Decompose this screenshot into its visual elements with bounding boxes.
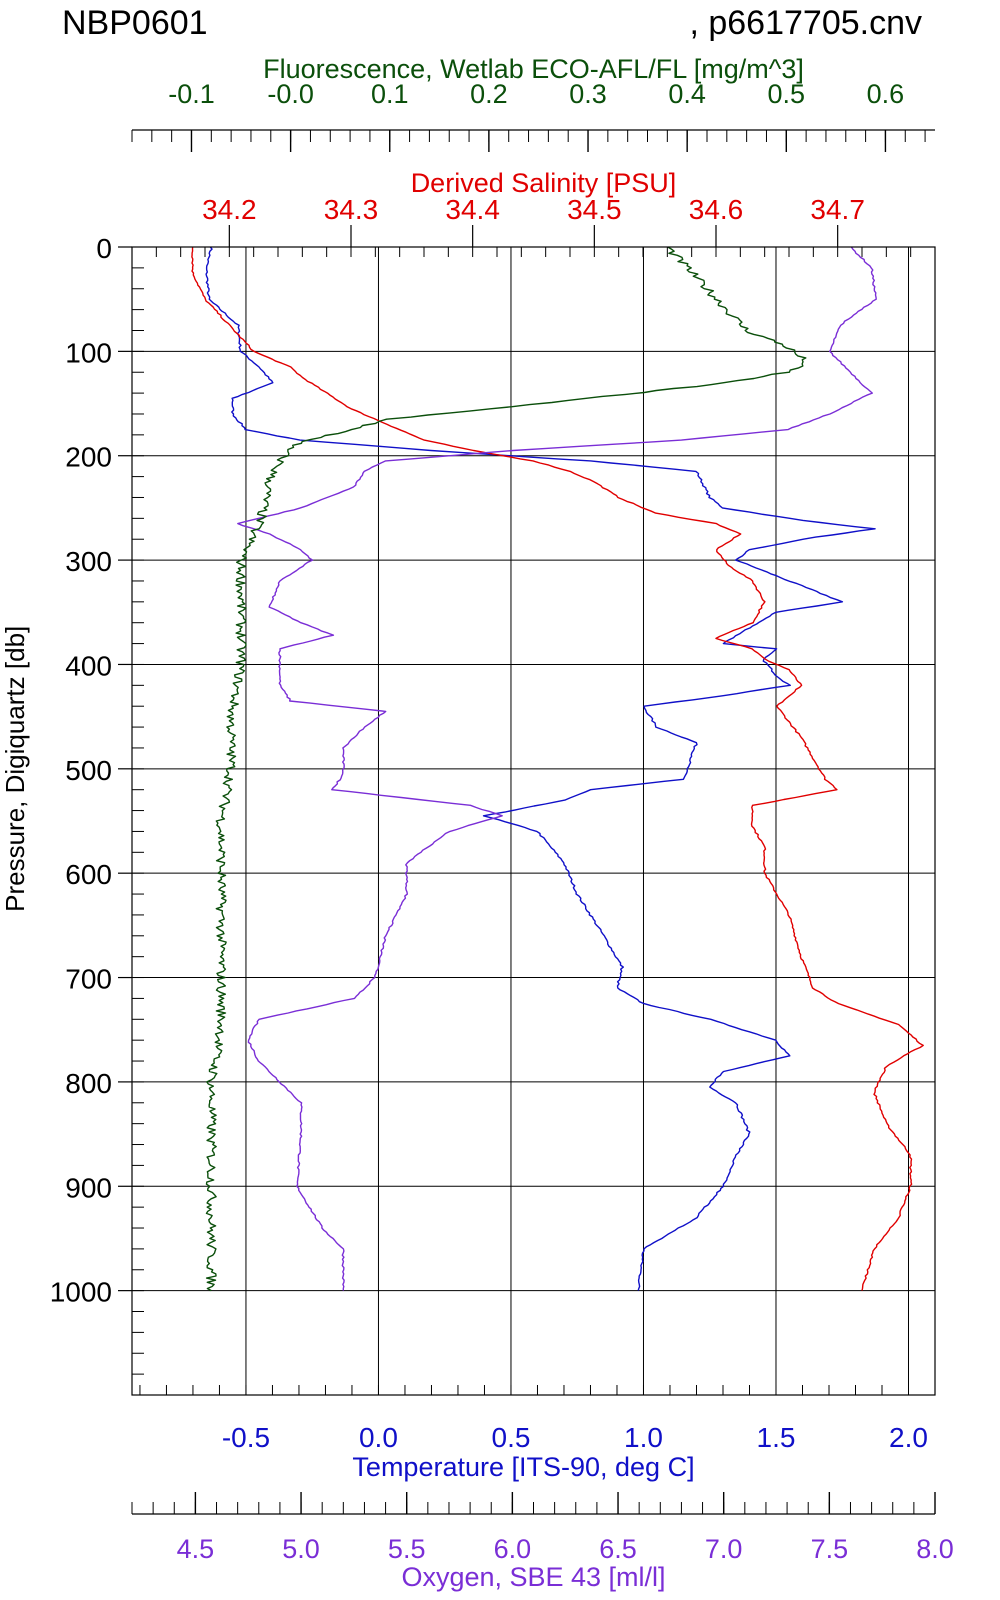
salinity-axis-label: Derived Salinity [PSU]	[411, 168, 677, 198]
pressure-tick-label: 200	[65, 442, 112, 473]
pressure-tick-label: 1000	[50, 1277, 112, 1308]
pressure-tick-label: 400	[65, 650, 112, 681]
fluorescence-tick-label: -0.1	[168, 79, 215, 109]
temperature-tick-label: 1.5	[757, 1422, 796, 1453]
fluorescence-profile-line	[205, 246, 807, 1292]
cast-id-title: NBP0601	[62, 4, 208, 42]
fluorescence-tick-label: 0.4	[668, 79, 706, 109]
pressure-tick-label: 100	[65, 337, 112, 368]
pressure-axis-label: Pressure, Digiquartz [db]	[0, 626, 30, 912]
fluorescence-tick-label: 0.1	[371, 79, 409, 109]
fluorescence-tick-label: 0.5	[768, 79, 806, 109]
salinity-tick-label: 34.2	[202, 194, 257, 225]
oxygen-tick-label: 4.5	[177, 1534, 215, 1564]
pressure-tick-label: 0	[96, 233, 112, 264]
salinity-profile-line	[191, 246, 924, 1291]
temperature-tick-label: 2.0	[889, 1422, 928, 1453]
file-name-title: , p6617705.cnv	[689, 4, 922, 42]
series-layer	[191, 246, 924, 1292]
oxygen-tick-label: 6.0	[494, 1534, 532, 1564]
salinity-tick-label: 34.7	[810, 194, 865, 225]
fluorescence-tick-label: -0.0	[267, 79, 314, 109]
temperature-tick-label: 0.0	[359, 1422, 398, 1453]
temperature-axis-label: Temperature [ITS-90, deg C]	[352, 1452, 694, 1482]
oxygen-profile-line	[237, 246, 877, 1291]
fluorescence-tick-label: 0.6	[867, 79, 905, 109]
temperature-profile-line	[205, 246, 876, 1291]
temperature-tick-label: 1.0	[624, 1422, 663, 1453]
oxygen-tick-label: 5.5	[388, 1534, 426, 1564]
salinity-tick-label: 34.4	[445, 194, 500, 225]
oxygen-tick-label: 7.5	[811, 1534, 849, 1564]
salinity-tick-label: 34.3	[324, 194, 379, 225]
pressure-tick-label: 800	[65, 1068, 112, 1099]
pressure-tick-label: 500	[65, 755, 112, 786]
oxygen-tick-label: 6.5	[599, 1534, 637, 1564]
salinity-tick-label: 34.6	[689, 194, 744, 225]
oxygen-axis-label: Oxygen, SBE 43 [ml/l]	[401, 1562, 665, 1592]
oxygen-tick-label: 8.0	[916, 1534, 954, 1564]
axes-layer: 0 100 200 300 400 500 600 700 800 900 1000 Pressure…	[0, 54, 954, 1592]
pressure-tick-label: 600	[65, 859, 112, 890]
fluorescence-tick-label: 0.3	[569, 79, 607, 109]
oxygen-tick-label: 5.0	[282, 1534, 320, 1564]
temperature-tick-label: -0.5	[222, 1422, 270, 1453]
plot-frame	[131, 246, 936, 1396]
pressure-tick-label: 300	[65, 546, 112, 577]
fluorescence-tick-label: 0.2	[470, 79, 508, 109]
pressure-tick-label: 900	[65, 1172, 112, 1203]
oxygen-tick-label: 7.0	[705, 1534, 743, 1564]
pressure-tick-label: 700	[65, 964, 112, 995]
grid-lines	[132, 246, 935, 1395]
temperature-tick-label: 0.5	[492, 1422, 531, 1453]
salinity-tick-label: 34.5	[567, 194, 622, 225]
fluorescence-axis-label: Fluorescence, Wetlab ECO-AFL/FL [mg/m^3]	[263, 54, 804, 84]
